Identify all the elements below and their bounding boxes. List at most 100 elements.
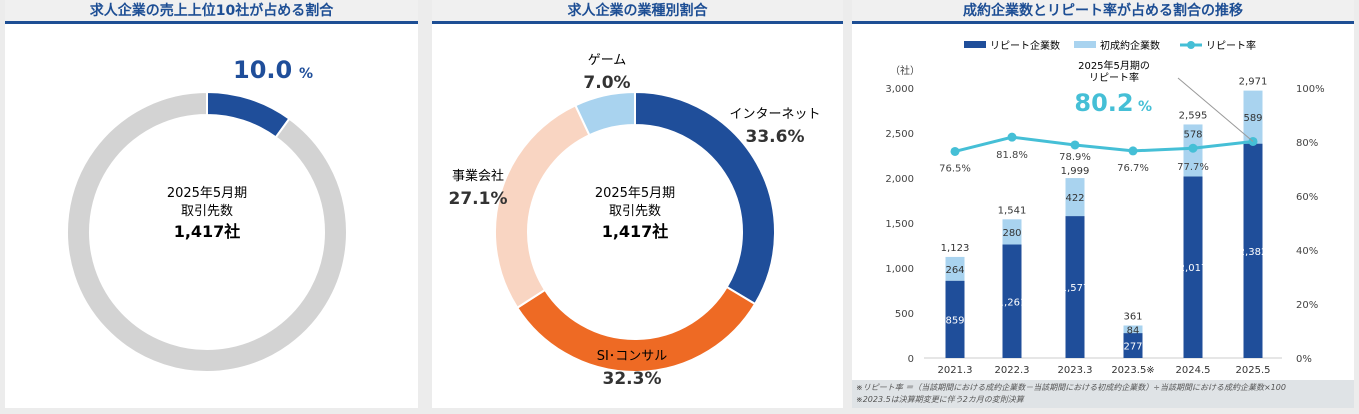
bar-total-label: 1,541 xyxy=(998,205,1027,216)
bar-repeat xyxy=(1183,176,1203,358)
industry-share-panel: 求人企業の業種別割合 2025年5月期 取引先数 1,417社 インターネット 33.6… xyxy=(432,0,843,408)
bar-value-label: 859 xyxy=(945,315,964,326)
bar-value-label: 1,261 xyxy=(998,297,1027,308)
donut-slice xyxy=(494,103,591,310)
x-tick-label: 2023.5※ xyxy=(1111,365,1154,376)
repeat-rate-point xyxy=(1070,140,1080,150)
bar-first xyxy=(1065,178,1085,217)
y-tick-label: 1,500 xyxy=(885,219,914,230)
bar-repeat xyxy=(1065,216,1085,358)
repeat-rate-line xyxy=(954,135,1254,153)
center-label: 2025年5月期 xyxy=(167,186,247,201)
y-tick-label: 0 xyxy=(908,354,914,365)
bar-total-label: 361 xyxy=(1123,312,1142,323)
repeat-rate-bar-chart: リピート企業数 初成約企業数 リピート率（社）05001,0001,5002,000… xyxy=(885,39,1325,376)
bar-value-label: 578 xyxy=(1183,129,1202,140)
y2-tick-label: 0% xyxy=(1296,354,1312,365)
slice-label: SI･コンサル xyxy=(597,349,668,364)
bar-value-label: 264 xyxy=(945,265,964,276)
bar-repeat xyxy=(945,280,965,358)
slice-label: ゲーム xyxy=(588,53,627,68)
y-axis-label: （社） xyxy=(890,64,920,77)
bar-repeat xyxy=(1123,333,1143,358)
slice-value: 33.6% xyxy=(746,127,805,147)
chart-title: 求人企業の売上上位10社が占める割合 xyxy=(5,0,418,24)
y-tick-label: 2,000 xyxy=(885,174,914,185)
repeat-rate-label: 81.8% xyxy=(996,150,1028,161)
bar-first xyxy=(1002,219,1022,245)
bar-value-label: 422 xyxy=(1065,193,1084,204)
footnotes: ※リピート率 ＝（当該期間における成約企業数－当該期間における初成約企業数）÷当… xyxy=(852,380,1354,408)
bar-value-label: 2,017 xyxy=(1179,263,1208,274)
bar-total-label: 1,123 xyxy=(941,243,970,254)
bar-first xyxy=(1123,325,1143,334)
bar-repeat xyxy=(1002,244,1022,358)
footnote: ※リピート率 ＝（当該期間における成約企業数－当該期間における初成約企業数）÷当… xyxy=(856,383,1286,392)
center-label: 取引先数 xyxy=(609,204,661,219)
bar-value-label: 2,382 xyxy=(1239,247,1268,258)
y2-tick-label: 40% xyxy=(1296,246,1318,257)
annotation-value: 80.2 xyxy=(1074,89,1133,117)
repeat-rate-point xyxy=(1188,143,1198,153)
x-tick-label: 2021.3 xyxy=(938,365,973,376)
donut-slice xyxy=(66,90,348,373)
bar-repeat xyxy=(1243,143,1263,358)
legend-swatch xyxy=(964,41,986,48)
repeat-rate-label: 78.9% xyxy=(1059,152,1091,163)
y2-tick-label: 20% xyxy=(1296,300,1318,311)
bar-value-label: 1,577 xyxy=(1061,283,1090,294)
legend-marker xyxy=(1187,41,1195,49)
bar-value-label: 280 xyxy=(1002,228,1021,239)
slice-label: インターネット xyxy=(729,107,820,122)
slice-value: 7.0% xyxy=(583,73,630,93)
x-tick-label: 2025.5 xyxy=(1236,365,1271,376)
slice-label: 事業会社 xyxy=(452,168,504,184)
highlight-value: 10.0 xyxy=(233,56,292,84)
repeat-rate-label: 76.5% xyxy=(939,163,971,174)
slice-value: 32.3% xyxy=(603,369,662,389)
center-value: 1,417社 xyxy=(174,222,241,241)
repeat-rate-label: 76.7% xyxy=(1117,163,1149,174)
repeat-rate-label: 77.7% xyxy=(1177,162,1209,173)
x-tick-label: 2024.5 xyxy=(1176,365,1211,376)
repeat-rate-point xyxy=(1128,146,1138,156)
legend-label: リピート企業数 xyxy=(990,39,1060,52)
annotation-unit: % xyxy=(1138,99,1152,115)
chart-title: 求人企業の業種別割合 xyxy=(432,0,843,24)
repeat-rate-point xyxy=(1007,132,1017,142)
donut-slice xyxy=(206,90,291,139)
annotation-text: リピート率 xyxy=(1089,71,1139,84)
chart-title: 成約企業数とリピート率が占める割合の推移 xyxy=(852,0,1354,24)
legend-label: リピート率 xyxy=(1206,39,1256,52)
bar-first xyxy=(1243,90,1263,144)
slice-value: 27.1% xyxy=(449,189,508,209)
y2-tick-label: 100% xyxy=(1296,84,1325,95)
legend-swatch xyxy=(1074,41,1096,48)
x-tick-label: 2023.3 xyxy=(1058,365,1093,376)
top10-share-panel: 求人企業の売上上位10社が占める割合 2025年5月期 取引先数 1,417社 10.… xyxy=(5,0,418,408)
bar-total-label: 2,595 xyxy=(1179,110,1208,121)
center-label: 取引先数 xyxy=(181,204,233,219)
center-label: 2025年5月期 xyxy=(595,186,675,201)
y-tick-label: 2,500 xyxy=(885,129,914,140)
legend-label: 初成約企業数 xyxy=(1100,39,1160,52)
highlight-unit: % xyxy=(299,66,313,82)
y-tick-label: 1,000 xyxy=(885,264,914,275)
y-tick-label: 500 xyxy=(895,309,914,320)
y-tick-label: 3,000 xyxy=(885,84,914,95)
center-value: 1,417社 xyxy=(602,222,669,241)
bar-total-label: 2,971 xyxy=(1239,77,1268,88)
bar-value-label: 84 xyxy=(1127,325,1140,336)
repeat-rate-panel: 成約企業数とリピート率が占める割合の推移 リピート企業数 初成約企業数 リピート率（… xyxy=(852,0,1354,408)
x-tick-label: 2022.3 xyxy=(995,365,1030,376)
bar-first xyxy=(945,256,965,281)
y2-tick-label: 60% xyxy=(1296,192,1318,203)
repeat-rate-point xyxy=(950,146,960,156)
bar-total-label: 1,999 xyxy=(1061,166,1090,177)
bar-value-label: 277 xyxy=(1123,342,1142,353)
annotation-leader xyxy=(1177,77,1254,142)
bar-value-label: 589 xyxy=(1243,113,1262,124)
footnote: ※2023.5は決算期変更に伴う2カ月の変則決算 xyxy=(856,395,1024,404)
